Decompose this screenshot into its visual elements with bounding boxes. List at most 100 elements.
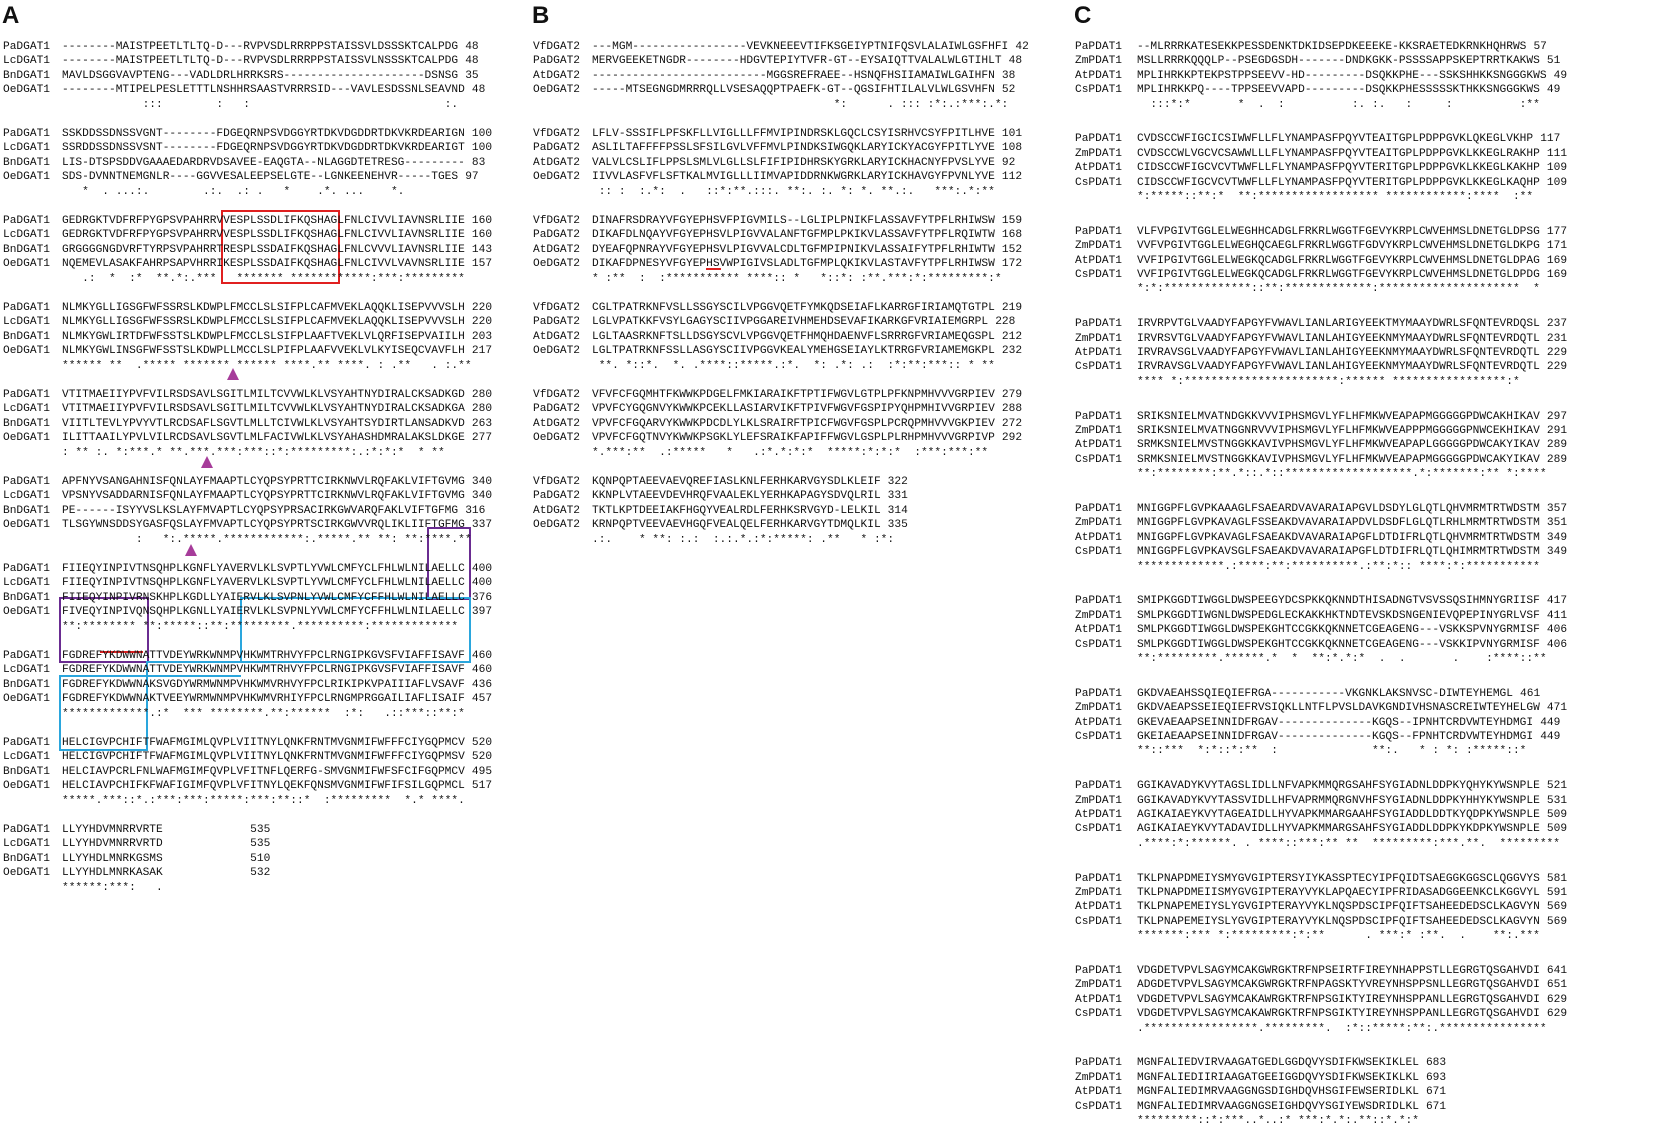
sequence-name: BnDGAT1 xyxy=(3,156,50,169)
sequence: GGIKAVADYKVYTASSVIDLLHFVAPRMMQRGNVHFSYGI… xyxy=(1137,794,1540,807)
residue-number: 376 xyxy=(471,591,493,604)
sequence-name: PaPDAT1 xyxy=(1075,872,1122,885)
residue-number: 177 xyxy=(1546,225,1568,238)
sequence-name: BnDGAT1 xyxy=(3,243,50,256)
conservation-line: **:******** **:*****::**:*********.*****… xyxy=(62,620,459,633)
sequence-name: ZmPDAT1 xyxy=(1075,147,1122,160)
sequence: PE------ISYYVSLKSLAYFMVAPTLCYQPSYPRSACIR… xyxy=(62,504,459,517)
sequence-name: AtPDAT1 xyxy=(1075,901,1122,914)
conservation-line: *********::*:***..*..:* ***:*.*:.**::*.*… xyxy=(1137,1115,1419,1124)
residue-number: 520 xyxy=(471,737,493,749)
residue-number: 38 xyxy=(1001,69,1016,82)
sequence-name: ZmPDAT1 xyxy=(1075,979,1122,992)
sequence: IRVRAVSGLVAADYFAPGYFVWAVLIANLAHIGYEEKNMY… xyxy=(1137,347,1540,359)
residue-number: 100 xyxy=(471,142,493,155)
residue-number: 314 xyxy=(887,504,908,517)
sequence: GKEVAEAAPSEINNIDFRGAV--------------KGQS-… xyxy=(1137,716,1534,729)
sequence: MNIGGPFLGVPKAVAGLFSAEAKDVAVARAIAPGFLDTDI… xyxy=(1137,531,1540,544)
conservation-line: * :** : :*********** ****:: * *::*: :**.… xyxy=(592,272,1002,285)
sequence: VDGDETVPVLSAGYMCAKAWRGKTRFNPSGIKTYIREYNH… xyxy=(1137,993,1540,1006)
sequence-name: LcDGAT1 xyxy=(3,664,50,677)
conservation-line: : *:.*****.************:.*****.** **: **… xyxy=(62,533,472,546)
residue-number: 297 xyxy=(1546,410,1568,423)
residue-number: 591 xyxy=(1546,887,1568,899)
sequence: ---MGM-----------------VEVKNEEEVTIFKSGEI… xyxy=(592,41,1009,53)
residue-number: 48 xyxy=(471,84,486,97)
sequence: MNIGGPFLGVPKAVAGLFSSEAKDVAVARAIAPDVLDSDF… xyxy=(1137,517,1540,530)
conservation-line: ******:***: . xyxy=(62,881,163,894)
sequence: DIKAFDPNESYVFGYEPHSVWPIGIVSLADLTGFMPLQKI… xyxy=(592,258,995,271)
sequence: VTITMAEIIYPVFVILRSDSAVLSGITLMILTCVVWLKLV… xyxy=(62,389,465,401)
residue-number: 203 xyxy=(471,330,493,343)
conservation-line: **:********:**.*::.*::******************… xyxy=(1137,468,1547,481)
residue-number: 108 xyxy=(1001,142,1023,155)
residue-number: 340 xyxy=(471,476,493,488)
residue-number: 48 xyxy=(1008,55,1023,68)
sequence: LFLV-SSSIFLPFSKFLLVIGLLLFFMVIPINDRSKLGQC… xyxy=(592,128,995,140)
sequence-name: AtPDAT1 xyxy=(1075,162,1122,175)
sequence-name: PaPDAT1 xyxy=(1075,595,1122,608)
sequence: HELCIGVPCHIFTFWAFMGIMLQVPLVIITNYLQNKFRNT… xyxy=(62,751,465,764)
residue-number: 406 xyxy=(1546,624,1568,637)
sequence: IRVRPVTGLVAADYFAPGYFVWAVLIANLARIGYEEKTMY… xyxy=(1137,318,1540,331)
residue-number: 521 xyxy=(1546,780,1568,793)
sequence-name: BnDGAT1 xyxy=(3,678,50,691)
residue-number: 337 xyxy=(471,519,493,532)
residue-number: 357 xyxy=(1546,503,1568,515)
residue-number: 272 xyxy=(1001,417,1023,430)
sequence: CIDSCCWFIGCVCVTWWFLLFLYNAMPASFPQYVTERITG… xyxy=(1137,162,1540,175)
residue-number: 629 xyxy=(1546,1008,1568,1021)
sequence: VPVFCFGQARVYKWWKPDCDLYLKLSRAIRFTPICFWGVF… xyxy=(592,417,995,430)
sequence: AGIKAIAEYKVYTAGEAIDLLHYVAPKMMARGAAHFSYGI… xyxy=(1137,809,1540,821)
sequence: KQNPQPTAEEVAEVQREFIASLKNLFERHKARVGYSDLKL… xyxy=(592,476,881,488)
residue-number: 292 xyxy=(1001,432,1023,445)
sequence-name: PaDGAT2 xyxy=(533,229,580,242)
sequence: GKDVAEAHSSQIEQIEFRGA-----------VKGNKLAKS… xyxy=(1137,687,1513,700)
sequence-name: CsPDAT1 xyxy=(1075,638,1122,651)
residue-number: 160 xyxy=(471,229,493,242)
residue-number: 169 xyxy=(1546,269,1568,281)
residue-number: 52 xyxy=(1001,84,1016,97)
sequence-name: OeDGAT1 xyxy=(3,867,50,880)
residue-number: 168 xyxy=(1001,229,1023,242)
conservation-line: .****:*:******. . ****::***:** ** ******… xyxy=(1137,837,1560,850)
residue-number: 509 xyxy=(1546,809,1568,821)
sequence: KRNPQPTVEEVAEVHGQFVEALQELFERHKARVGYTDMQL… xyxy=(592,519,881,532)
sequence: NLMKYGWLIRTDFWFSSTSLKDWPLFMCCLSLSIFPLAAF… xyxy=(62,330,465,343)
conservation-line: **. *::*. *. .****::*****.:*. *: .*: .: … xyxy=(592,359,995,372)
sequence-name: OeDGAT1 xyxy=(3,780,50,793)
sequence-name: ZmPDAT1 xyxy=(1075,425,1122,437)
residue-number: 48 xyxy=(465,55,479,68)
residue-number: 157 xyxy=(471,258,493,271)
sequence-name: AtPDAT1 xyxy=(1075,347,1122,359)
residue-number: 460 xyxy=(471,650,493,662)
residue-number: 629 xyxy=(1546,993,1568,1006)
sequence: LGLTAASRKNFTSLLDSGYSCVLVPGGVQETFHMQHDAEN… xyxy=(592,330,995,343)
sequence: LIS-DTSPSDDVGAAAEDARDRVDSAVEE-EAQGTA--NL… xyxy=(62,156,465,169)
sequence-name: ZmPDAT1 xyxy=(1075,55,1122,68)
sequence-name: ZmPDAT1 xyxy=(1075,240,1122,253)
sequence-name: PaDGAT1 xyxy=(3,563,50,575)
sequence-name: CsPDAT1 xyxy=(1075,176,1122,189)
sequence: FIVEQYINPIVQNSQHPLKGNLLYAIERVLKLSVPNLYVW… xyxy=(62,606,465,619)
residue-number: 457 xyxy=(471,693,493,706)
residue-number: 651 xyxy=(1546,979,1568,992)
sequence-name: PaPDAT1 xyxy=(1075,133,1122,146)
residue-number: 569 xyxy=(1546,915,1568,928)
sequence-name: OeDGAT1 xyxy=(3,432,50,445)
sequence-name: AtPDAT1 xyxy=(1075,624,1122,637)
sequence-name: VfDGAT2 xyxy=(533,476,580,488)
sequence-name: LcDGAT1 xyxy=(3,577,50,590)
sequence: SRMKSNIELMVSTNGGKKAVIVPHSMGVLYFLHFMKWVEA… xyxy=(1137,439,1540,452)
residue-number: 289 xyxy=(1546,439,1568,452)
sequence: SRIKSNIELMVATNGGNRVVVIPHSMGVLYFLHFMKWVEA… xyxy=(1137,425,1540,437)
residue-number: 581 xyxy=(1546,872,1568,885)
sequence-name: AtPDAT1 xyxy=(1075,809,1122,821)
conservation-line: *******:*** *:*********:*:** . ***:* :**… xyxy=(1137,930,1540,943)
sequence-name: PaPDAT1 xyxy=(1075,503,1122,515)
sequence: IIVVLASFVFLSFTKALMVIGLLLIIMVAPIDDRNKWGRK… xyxy=(592,171,995,184)
sequence: NQEMEVLASAKFAHRPSAPVHRRIKESPLSSDAIFKQSHA… xyxy=(62,258,465,271)
triangle-marker xyxy=(201,456,213,468)
sequence: HELCIGVPCHIFTFWAFMGIMLQVPLVIITNYLQNKFRNT… xyxy=(62,737,465,749)
residue-number: 92 xyxy=(1001,156,1016,169)
